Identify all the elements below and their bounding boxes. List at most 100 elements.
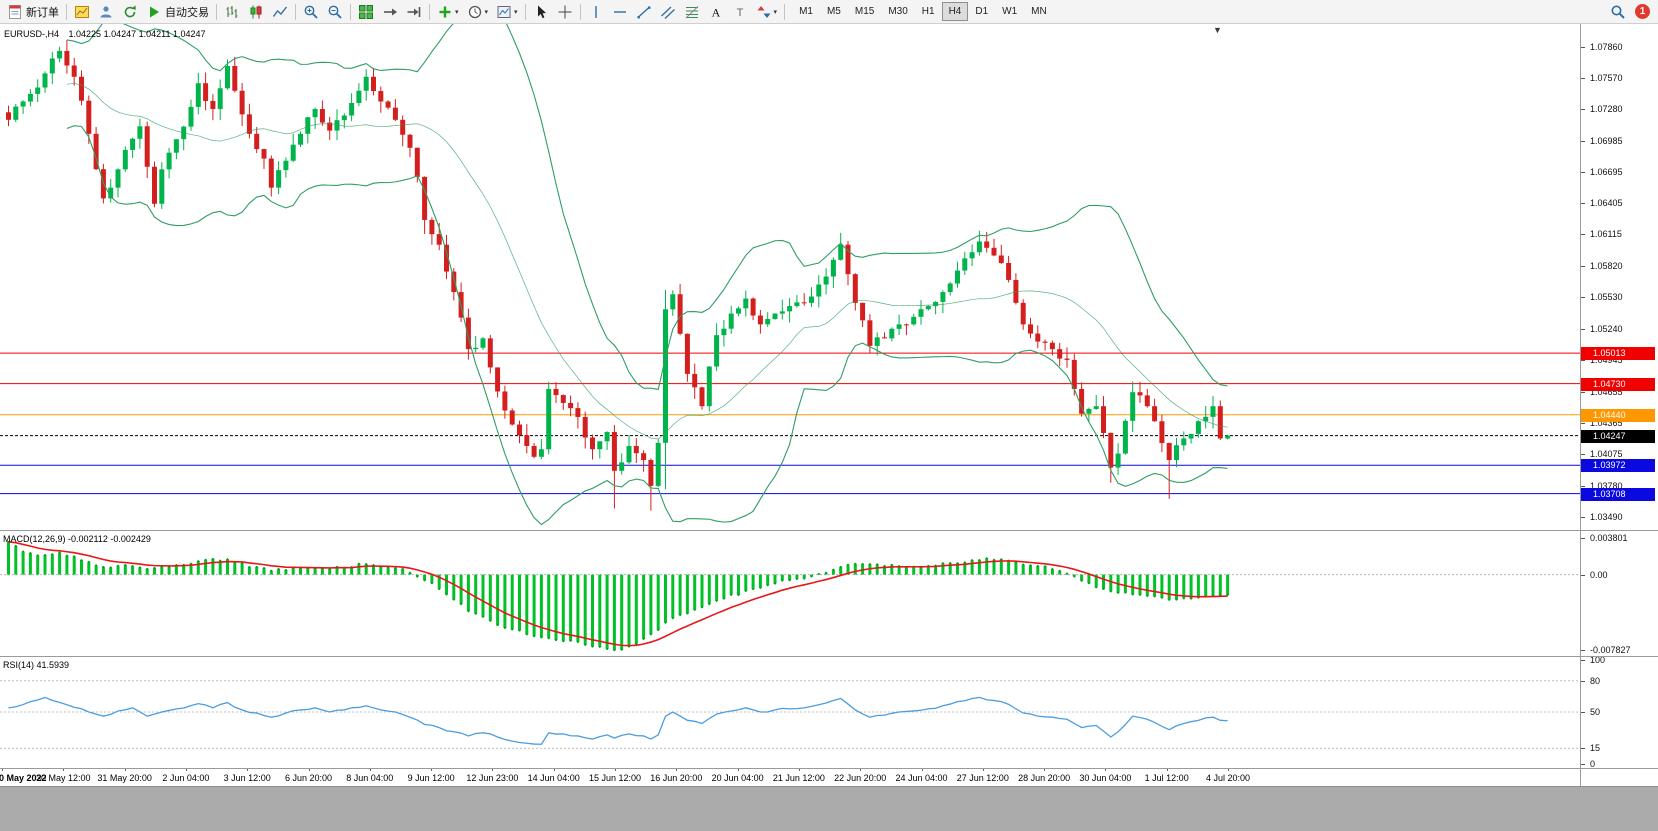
time-tick-mark — [676, 768, 678, 771]
macd-pane-splitter[interactable] — [0, 530, 1658, 531]
time-axis-label: 9 Jun 12:00 — [407, 773, 455, 783]
rsi-pane — [0, 680, 1580, 749]
neworder-icon — [7, 4, 23, 20]
tile-windows-button[interactable] — [354, 2, 378, 22]
linechart-icon — [272, 4, 288, 20]
scale-tick-mark — [1581, 140, 1585, 142]
vertical-line-button[interactable] — [584, 2, 608, 22]
chart-canvas[interactable] — [0, 24, 1580, 786]
toolbar-separator — [295, 3, 296, 20]
toolbar-separator — [66, 3, 67, 20]
bar-chart-button[interactable] — [220, 2, 244, 22]
time-tick-mark — [1044, 768, 1046, 771]
timeframe-w1-button[interactable]: W1 — [1002, 6, 1018, 17]
macd-pane — [0, 540, 1580, 652]
candlestick-chart-button[interactable] — [244, 2, 268, 22]
arrows-button[interactable]: ▾ — [752, 2, 782, 22]
scale-tick-mark — [1581, 680, 1585, 682]
time-axis-label: 30 May 2022 — [0, 773, 47, 783]
equidistant-channel-button[interactable] — [656, 2, 680, 22]
time-tick-mark — [124, 768, 126, 771]
time-axis-label: 30 May 12:00 — [36, 773, 91, 783]
cursor-button[interactable] — [529, 2, 553, 22]
dropdown-arrow-icon: ▾ — [514, 8, 518, 16]
bars-icon — [224, 4, 240, 20]
profile-button[interactable] — [94, 2, 118, 22]
indicators-button[interactable]: ▾ — [433, 2, 463, 22]
timeframe-d1-button[interactable]: D1 — [975, 6, 989, 17]
scale-tick-mark — [1581, 574, 1585, 576]
scale-tick-mark — [1581, 764, 1585, 766]
trendline-button[interactable] — [632, 2, 656, 22]
time-axis-label: 1 Jul 12:00 — [1144, 773, 1189, 783]
price-tick-label: 1.04945 — [1590, 355, 1623, 366]
notification-badge[interactable]: 1 — [1635, 4, 1650, 19]
toolbar-separator — [579, 3, 581, 20]
chartwin-icon — [74, 4, 90, 20]
play-icon — [146, 4, 162, 20]
scale-tick-mark — [1581, 422, 1585, 424]
chart-window-button[interactable] — [70, 2, 94, 22]
zoom-in-button[interactable] — [299, 2, 323, 22]
line-chart-button[interactable] — [268, 2, 292, 22]
channel-icon — [660, 4, 676, 20]
scale-tick-mark — [1581, 328, 1585, 330]
time-tick-mark — [982, 768, 984, 771]
scale-tick-mark — [1581, 46, 1585, 48]
new-order-button-label: 新订单 — [26, 6, 59, 19]
tile-icon — [358, 4, 374, 20]
time-axis-label: 16 Jun 20:00 — [650, 773, 703, 783]
price-tick-label: 1.04365 — [1590, 417, 1623, 428]
scale-tick-mark — [1581, 360, 1585, 362]
zoomin-icon — [303, 4, 319, 20]
rsi-pane-splitter[interactable] — [0, 656, 1658, 657]
chart-shift-button[interactable] — [402, 2, 426, 22]
shift-icon — [406, 4, 422, 20]
time-tick-mark — [1105, 768, 1107, 771]
auto-scroll-button[interactable] — [378, 2, 402, 22]
rsi-tick-label: 0 — [1590, 759, 1596, 770]
fibo-icon — [684, 4, 700, 20]
candles-layer — [6, 40, 1231, 511]
bollinger-middle-band — [66, 83, 1228, 440]
timeframe-mn-button[interactable]: MN — [1031, 6, 1047, 17]
new-order-button[interactable]: 新订单 — [3, 2, 63, 22]
price-level-badge: 1.04440 — [1581, 408, 1655, 422]
scale-tick-mark — [1581, 297, 1585, 299]
timeframe-h4-button[interactable]: H4 — [941, 2, 969, 21]
macd-header: MACD(12,26,9) -0.002112 -0.002429 — [3, 534, 151, 544]
timeframe-h1-button[interactable]: H1 — [921, 6, 935, 17]
price-tick-label: 1.06115 — [1590, 229, 1622, 240]
text-button[interactable]: A — [704, 2, 728, 22]
refresh-button[interactable] — [118, 2, 142, 22]
toolbar-separator — [429, 3, 430, 20]
zoom-out-button[interactable] — [323, 2, 347, 22]
templates-button[interactable]: ▾ — [492, 2, 522, 22]
text-label-button[interactable]: T — [728, 2, 752, 22]
timeframe-m30-button[interactable]: M30 — [888, 6, 908, 17]
fibonacci-button[interactable] — [680, 2, 704, 22]
price-scale[interactable]: 1.07860 1.07570 1.07280 1.06985 1.06695 1.064… — [1581, 24, 1658, 786]
search-button[interactable] — [1606, 2, 1630, 22]
trend-icon — [636, 4, 652, 20]
price-level-badge: 1.03972 — [1581, 459, 1655, 473]
scale-tick-mark — [1581, 649, 1585, 651]
timeframe-group: M1 M5 M15 M30 H1 H4 D1 W1 MN — [792, 2, 1054, 21]
periods-button[interactable]: ▾ — [463, 2, 493, 22]
time-axis-label: 12 Jun 23:00 — [466, 773, 519, 783]
scale-tick-mark — [1581, 109, 1585, 111]
current-price-badge: 1.04247 — [1581, 429, 1655, 443]
autotrade-button[interactable]: 自动交易 — [142, 2, 213, 22]
hline-icon — [612, 4, 628, 20]
horizontal-line-button[interactable] — [608, 2, 632, 22]
time-axis-label: 8 Jun 04:00 — [346, 773, 394, 783]
crosshair-button[interactable] — [553, 2, 577, 22]
toolbar-right-group: 1 — [1606, 2, 1655, 22]
macd-signal-line — [8, 541, 1228, 647]
timeframe-m15-button[interactable]: M15 — [854, 6, 875, 17]
timeframe-m5-button[interactable]: M5 — [826, 6, 841, 17]
chart-shift-marker[interactable]: ▼ — [1213, 25, 1222, 35]
time-axis-label: 24 Jun 04:00 — [895, 773, 948, 783]
timeframe-m1-button[interactable]: M1 — [799, 6, 813, 17]
